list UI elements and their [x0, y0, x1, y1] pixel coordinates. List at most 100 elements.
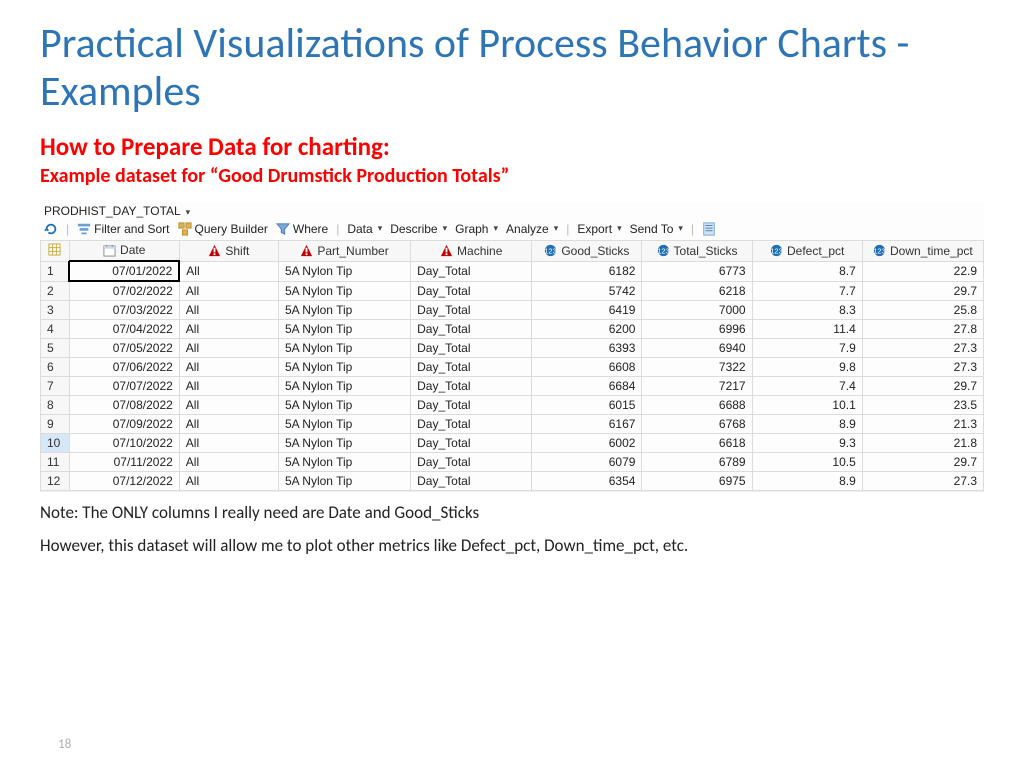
cell-good_sticks[interactable]: 6079	[532, 453, 642, 472]
cell-date[interactable]: 07/12/2022	[69, 472, 179, 491]
cell-down_time_pct[interactable]: 23.5	[862, 396, 983, 415]
cell-machine[interactable]: Day_Total	[411, 301, 532, 320]
cell-down_time_pct[interactable]: 27.3	[862, 472, 983, 491]
data-grid[interactable]: DateShiftPart_NumberMachine123Good_Stick…	[40, 240, 984, 492]
cell-good_sticks[interactable]: 6419	[532, 301, 642, 320]
cell-date[interactable]: 07/08/2022	[69, 396, 179, 415]
cell-total_sticks[interactable]: 6789	[642, 453, 752, 472]
cell-down_time_pct[interactable]: 21.3	[862, 415, 983, 434]
cell-defect_pct[interactable]: 8.7	[752, 261, 862, 281]
cell-defect_pct[interactable]: 7.9	[752, 339, 862, 358]
table-row[interactable]: 1107/11/2022All5A Nylon TipDay_Total6079…	[41, 453, 984, 472]
cell-good_sticks[interactable]: 6167	[532, 415, 642, 434]
cell-part_number[interactable]: 5A Nylon Tip	[278, 320, 410, 339]
table-row[interactable]: 907/09/2022All5A Nylon TipDay_Total61676…	[41, 415, 984, 434]
cell-part_number[interactable]: 5A Nylon Tip	[278, 472, 410, 491]
cell-defect_pct[interactable]: 7.7	[752, 281, 862, 301]
cell-date[interactable]: 07/11/2022	[69, 453, 179, 472]
cell-defect_pct[interactable]: 7.4	[752, 377, 862, 396]
cell-part_number[interactable]: 5A Nylon Tip	[278, 434, 410, 453]
table-row[interactable]: 107/01/2022All5A Nylon TipDay_Total61826…	[41, 261, 984, 281]
cell-shift[interactable]: All	[179, 358, 278, 377]
query-builder-button[interactable]: Query Builder	[176, 222, 270, 236]
cell-date[interactable]: 07/09/2022	[69, 415, 179, 434]
cell-part_number[interactable]: 5A Nylon Tip	[278, 261, 410, 281]
cell-down_time_pct[interactable]: 29.7	[862, 453, 983, 472]
table-row[interactable]: 307/03/2022All5A Nylon TipDay_Total64197…	[41, 301, 984, 320]
data-menu[interactable]: Data▾	[345, 222, 384, 236]
table-row[interactable]: 607/06/2022All5A Nylon TipDay_Total66087…	[41, 358, 984, 377]
cell-defect_pct[interactable]: 8.9	[752, 415, 862, 434]
cell-shift[interactable]: All	[179, 281, 278, 301]
cell-down_time_pct[interactable]: 25.8	[862, 301, 983, 320]
column-header-defect_pct[interactable]: 123Defect_pct	[752, 240, 862, 261]
column-header-machine[interactable]: Machine	[411, 240, 532, 261]
cell-defect_pct[interactable]: 8.9	[752, 472, 862, 491]
table-row[interactable]: 707/07/2022All5A Nylon TipDay_Total66847…	[41, 377, 984, 396]
cell-total_sticks[interactable]: 6975	[642, 472, 752, 491]
cell-part_number[interactable]: 5A Nylon Tip	[278, 396, 410, 415]
cell-machine[interactable]: Day_Total	[411, 281, 532, 301]
row-number-cell[interactable]: 5	[41, 339, 70, 358]
cell-down_time_pct[interactable]: 21.8	[862, 434, 983, 453]
table-row[interactable]: 407/04/2022All5A Nylon TipDay_Total62006…	[41, 320, 984, 339]
cell-down_time_pct[interactable]: 27.8	[862, 320, 983, 339]
cell-good_sticks[interactable]: 6393	[532, 339, 642, 358]
cell-date[interactable]: 07/02/2022	[69, 281, 179, 301]
cell-down_time_pct[interactable]: 27.3	[862, 339, 983, 358]
row-number-cell[interactable]: 12	[41, 472, 70, 491]
cell-total_sticks[interactable]: 6768	[642, 415, 752, 434]
cell-shift[interactable]: All	[179, 415, 278, 434]
row-number-cell[interactable]: 11	[41, 453, 70, 472]
properties-button[interactable]	[700, 222, 718, 236]
column-header-total_sticks[interactable]: 123Total_Sticks	[642, 240, 752, 261]
cell-total_sticks[interactable]: 6773	[642, 261, 752, 281]
cell-machine[interactable]: Day_Total	[411, 472, 532, 491]
cell-defect_pct[interactable]: 9.8	[752, 358, 862, 377]
table-row[interactable]: 207/02/2022All5A Nylon TipDay_Total57426…	[41, 281, 984, 301]
cell-total_sticks[interactable]: 7322	[642, 358, 752, 377]
dataset-name-dropdown[interactable]: PRODHIST_DAY_TOTAL ▾	[44, 204, 190, 218]
cell-total_sticks[interactable]: 6940	[642, 339, 752, 358]
cell-shift[interactable]: All	[179, 472, 278, 491]
cell-good_sticks[interactable]: 6354	[532, 472, 642, 491]
graph-menu[interactable]: Graph▾	[453, 222, 500, 236]
cell-good_sticks[interactable]: 5742	[532, 281, 642, 301]
cell-defect_pct[interactable]: 10.1	[752, 396, 862, 415]
cell-date[interactable]: 07/05/2022	[69, 339, 179, 358]
row-number-cell[interactable]: 3	[41, 301, 70, 320]
cell-good_sticks[interactable]: 6182	[532, 261, 642, 281]
table-row[interactable]: 807/08/2022All5A Nylon TipDay_Total60156…	[41, 396, 984, 415]
cell-total_sticks[interactable]: 6688	[642, 396, 752, 415]
cell-shift[interactable]: All	[179, 339, 278, 358]
cell-date[interactable]: 07/03/2022	[69, 301, 179, 320]
cell-machine[interactable]: Day_Total	[411, 434, 532, 453]
table-row[interactable]: 1207/12/2022All5A Nylon TipDay_Total6354…	[41, 472, 984, 491]
cell-down_time_pct[interactable]: 29.7	[862, 281, 983, 301]
cell-good_sticks[interactable]: 6200	[532, 320, 642, 339]
cell-part_number[interactable]: 5A Nylon Tip	[278, 358, 410, 377]
cell-down_time_pct[interactable]: 22.9	[862, 261, 983, 281]
cell-shift[interactable]: All	[179, 377, 278, 396]
analyze-menu[interactable]: Analyze▾	[504, 222, 560, 236]
cell-defect_pct[interactable]: 9.3	[752, 434, 862, 453]
column-header-down_time_pct[interactable]: 123Down_time_pct	[862, 240, 983, 261]
row-number-cell[interactable]: 6	[41, 358, 70, 377]
table-row[interactable]: 1007/10/2022All5A Nylon TipDay_Total6002…	[41, 434, 984, 453]
cell-shift[interactable]: All	[179, 261, 278, 281]
cell-down_time_pct[interactable]: 29.7	[862, 377, 983, 396]
cell-part_number[interactable]: 5A Nylon Tip	[278, 301, 410, 320]
cell-part_number[interactable]: 5A Nylon Tip	[278, 415, 410, 434]
cell-shift[interactable]: All	[179, 320, 278, 339]
describe-menu[interactable]: Describe▾	[388, 222, 449, 236]
cell-machine[interactable]: Day_Total	[411, 415, 532, 434]
column-header-part_number[interactable]: Part_Number	[278, 240, 410, 261]
cell-part_number[interactable]: 5A Nylon Tip	[278, 377, 410, 396]
cell-date[interactable]: 07/07/2022	[69, 377, 179, 396]
cell-defect_pct[interactable]: 11.4	[752, 320, 862, 339]
cell-machine[interactable]: Day_Total	[411, 358, 532, 377]
cell-date[interactable]: 07/04/2022	[69, 320, 179, 339]
cell-date[interactable]: 07/06/2022	[69, 358, 179, 377]
cell-down_time_pct[interactable]: 27.3	[862, 358, 983, 377]
cell-good_sticks[interactable]: 6608	[532, 358, 642, 377]
